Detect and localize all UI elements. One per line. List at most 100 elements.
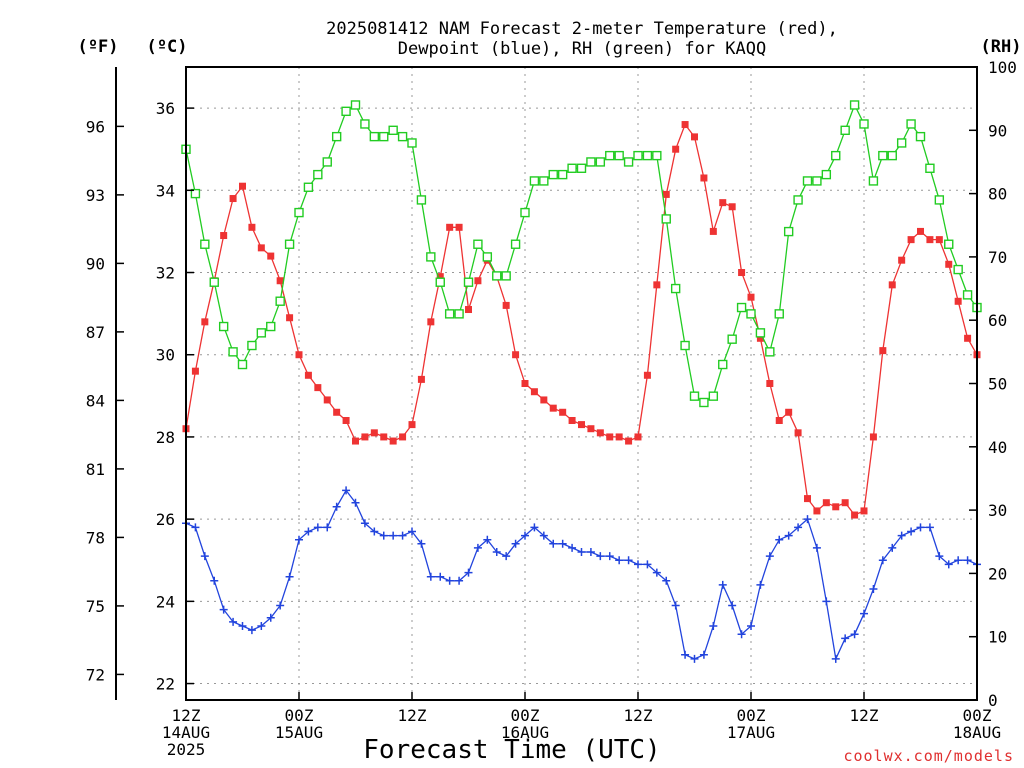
dewpoint-point bbox=[304, 527, 313, 536]
temperature-point bbox=[314, 384, 322, 392]
rh-tick-label: 40 bbox=[988, 438, 1007, 457]
temperature-point bbox=[333, 408, 341, 416]
rh-point bbox=[218, 321, 229, 332]
temperature-point bbox=[436, 273, 444, 281]
temperature-point bbox=[907, 236, 915, 244]
rh-point bbox=[859, 119, 869, 129]
temperature-point bbox=[248, 223, 256, 231]
rh-point bbox=[944, 239, 954, 249]
rh-point bbox=[812, 176, 822, 186]
dewpoint-point bbox=[586, 548, 595, 557]
rh-point bbox=[595, 157, 606, 167]
temperature-point bbox=[446, 223, 454, 231]
dewpoint-point bbox=[737, 630, 746, 639]
temperature-point bbox=[596, 429, 604, 437]
fahrenheit-tick-label: 90 bbox=[86, 254, 105, 273]
dewpoint-point bbox=[605, 552, 614, 561]
dewpoint-point bbox=[615, 556, 624, 565]
rh-point bbox=[510, 239, 521, 249]
temperature-point bbox=[794, 429, 802, 437]
dewpoint-point bbox=[492, 548, 501, 557]
rh-point bbox=[426, 252, 436, 262]
temperature-point bbox=[672, 145, 680, 153]
rh-point bbox=[482, 252, 493, 262]
temperature-point bbox=[615, 433, 623, 441]
rh-line bbox=[185, 103, 978, 404]
dewpoint-point bbox=[342, 486, 351, 495]
rh-point bbox=[680, 340, 690, 351]
dewpoint-point bbox=[756, 580, 765, 589]
temperature-point bbox=[888, 281, 896, 289]
rh-point bbox=[802, 176, 813, 186]
dewpoint-point bbox=[191, 523, 200, 532]
rh-point bbox=[209, 277, 219, 287]
temperature-point bbox=[399, 433, 407, 441]
temperature-point bbox=[662, 190, 670, 198]
celsius-tick-label: 28 bbox=[156, 428, 175, 447]
dewpoint-point bbox=[803, 515, 812, 524]
rh-point bbox=[614, 150, 624, 161]
temperature-point bbox=[455, 223, 463, 231]
temperature-point bbox=[502, 301, 510, 309]
dewpoint-point bbox=[568, 543, 577, 552]
dewpoint-point bbox=[944, 560, 953, 569]
dewpoint-point bbox=[775, 535, 784, 544]
temperature-point bbox=[653, 281, 661, 289]
dewpoint-point bbox=[360, 519, 369, 528]
temperature-point bbox=[191, 367, 199, 375]
temperature-point bbox=[879, 347, 887, 355]
time-tick-label: 12Z bbox=[398, 706, 427, 725]
time-tick-label: 18AUG bbox=[953, 723, 1001, 742]
rh-point bbox=[407, 138, 417, 148]
rh-point bbox=[266, 321, 276, 332]
temperature-point bbox=[709, 227, 717, 235]
rh-point bbox=[633, 150, 643, 161]
celsius-tick-label: 26 bbox=[156, 510, 175, 529]
rh-point bbox=[699, 397, 709, 408]
temperature-point bbox=[954, 297, 962, 305]
rh-point bbox=[708, 391, 719, 401]
dewpoint-point bbox=[323, 523, 332, 532]
rh-point bbox=[878, 150, 888, 161]
rh-point bbox=[435, 277, 445, 287]
dewpoint-point bbox=[954, 556, 963, 565]
rh-point bbox=[548, 169, 558, 180]
temperature-point bbox=[935, 236, 943, 244]
rh-point bbox=[849, 100, 860, 110]
rh-point bbox=[501, 271, 511, 281]
temperature-point bbox=[785, 408, 793, 416]
dewpoint-point bbox=[313, 523, 322, 532]
rh-point bbox=[868, 176, 879, 186]
dewpoint-point bbox=[473, 543, 482, 552]
dewpoint-point bbox=[398, 531, 407, 540]
dewpoint-point bbox=[521, 531, 529, 540]
temperature-point bbox=[568, 416, 576, 424]
grid-lines bbox=[185, 67, 978, 700]
fahrenheit-tick-label: 87 bbox=[86, 323, 105, 342]
temperature-point bbox=[691, 133, 698, 141]
celsius-tick-label: 34 bbox=[156, 181, 175, 200]
rh-point bbox=[322, 157, 332, 167]
temperature-point bbox=[728, 203, 736, 211]
temperature-point bbox=[427, 318, 435, 326]
temperature-point bbox=[869, 433, 877, 441]
temperature-point bbox=[361, 433, 369, 441]
temperature-point bbox=[257, 244, 265, 252]
fahrenheit-tick-label: 96 bbox=[86, 117, 105, 136]
rh-point bbox=[237, 359, 248, 370]
rh-point bbox=[190, 188, 201, 199]
dewpoint-point bbox=[634, 560, 642, 569]
rh-tick-label: 80 bbox=[988, 185, 1007, 204]
time-tick-label: 14AUG bbox=[162, 723, 210, 742]
dewpoint-point bbox=[276, 601, 285, 610]
fahrenheit-tick-label: 75 bbox=[86, 597, 105, 616]
rh-point bbox=[953, 264, 963, 275]
rh-tick-label: 90 bbox=[988, 121, 1007, 140]
time-tick-label: 12Z bbox=[624, 706, 653, 725]
dewpoint-point bbox=[718, 580, 727, 589]
dewpoint-point bbox=[389, 531, 398, 540]
dewpoint-point bbox=[511, 539, 520, 548]
celsius-tick-label: 32 bbox=[156, 264, 175, 283]
dewpoint-point bbox=[247, 626, 256, 635]
temperature-point bbox=[304, 371, 312, 379]
